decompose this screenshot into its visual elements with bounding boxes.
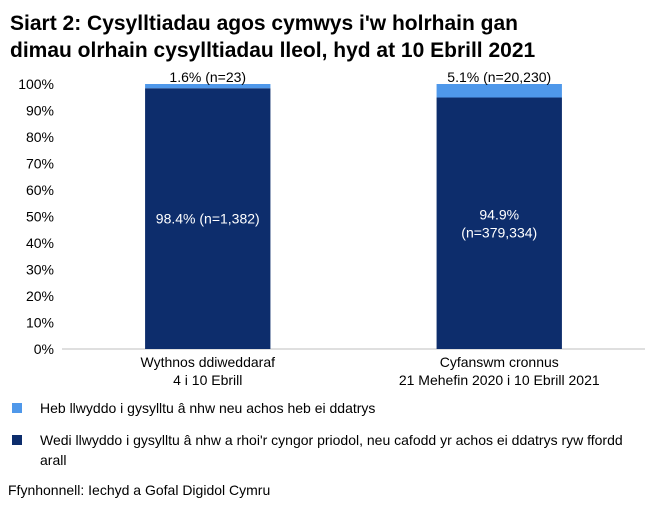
y-tick-label: 70% — [26, 156, 54, 172]
legend-label: Heb llwyddo i gysylltu â nhw neu achos h… — [40, 400, 376, 416]
data-label: 94.9% (n=379,334) — [461, 206, 537, 240]
data-label: 98.4% (n=1,382) — [156, 211, 260, 227]
y-tick-label: 80% — [26, 129, 54, 145]
legend-swatch — [12, 435, 22, 445]
bar-segment — [145, 88, 271, 350]
x-tick-label: Wythnos ddiweddaraf 4 i 10 Ebrill — [140, 354, 275, 388]
y-tick-label: 30% — [26, 262, 54, 278]
y-tick-label: 10% — [26, 315, 54, 331]
bar-segment — [145, 84, 271, 89]
legend-swatch — [12, 403, 22, 413]
bar-segment — [436, 84, 562, 98]
x-tick-label: Cyfanswm cronnus 21 Mehefin 2020 i 10 Ebr… — [399, 354, 600, 388]
data-label: 5.1% (n=20,230) — [447, 69, 551, 85]
y-tick-label: 20% — [26, 288, 54, 304]
y-tick-label: 50% — [26, 209, 54, 225]
y-tick-label: 40% — [26, 235, 54, 251]
chart-title: Siart 2: Cysylltiadau agos cymwys i'w ho… — [10, 12, 536, 62]
source: Ffynhonnell: Iechyd a Gofal Digidol Cymr… — [8, 482, 271, 498]
y-tick-label: 0% — [34, 341, 54, 357]
y-tick-label: 90% — [26, 103, 54, 119]
bar-segment — [436, 97, 562, 349]
legend-entry: Heb llwyddo i gysylltu â nhw neu achos h… — [12, 398, 630, 418]
data-label: 1.6% (n=23) — [169, 69, 246, 85]
legend-label: Wedi llwyddo i gysylltu â nhw a rhoi'r c… — [40, 432, 623, 468]
y-tick-label: 100% — [18, 76, 54, 92]
legend-entry: Wedi llwyddo i gysylltu â nhw a rhoi'r c… — [12, 430, 630, 470]
y-tick-label: 60% — [26, 182, 54, 198]
